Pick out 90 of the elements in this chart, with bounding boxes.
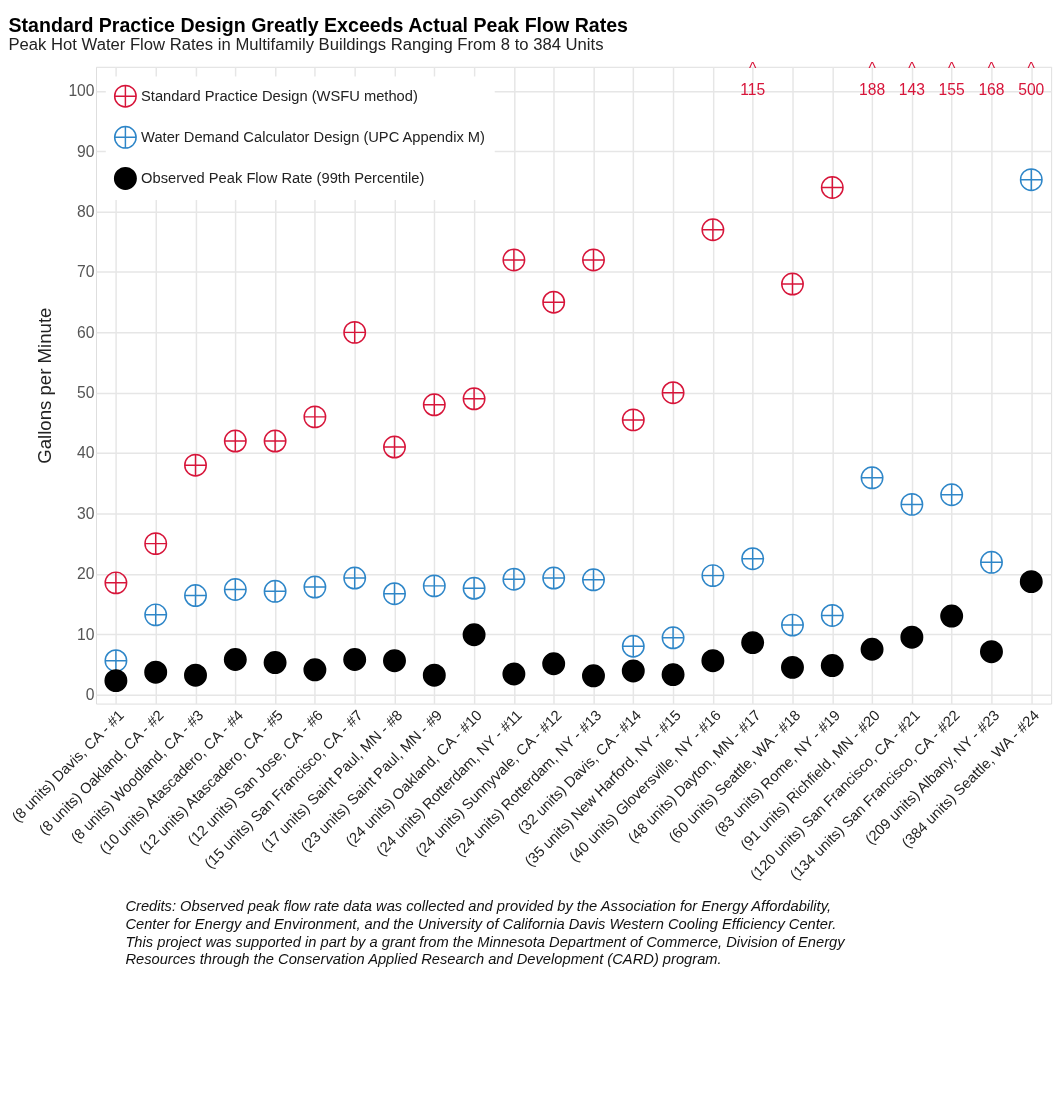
point xyxy=(542,566,566,590)
point xyxy=(1019,570,1043,594)
point xyxy=(263,429,287,453)
y-tick-label: 60 xyxy=(77,323,95,341)
y-tick-label: 10 xyxy=(77,625,95,643)
point xyxy=(940,604,964,628)
legend-label: Standard Practice Design (WSFU method) xyxy=(141,88,418,105)
point xyxy=(701,649,725,673)
point xyxy=(502,662,526,686)
point xyxy=(661,626,685,650)
point xyxy=(502,248,526,272)
point xyxy=(741,547,765,571)
point xyxy=(701,218,725,242)
annotation: ^ 168 xyxy=(978,59,1005,99)
point xyxy=(860,466,884,490)
point xyxy=(104,571,128,595)
point xyxy=(781,272,804,296)
point xyxy=(621,634,645,658)
point xyxy=(104,649,128,673)
point xyxy=(383,649,406,673)
point xyxy=(781,613,804,637)
point xyxy=(900,492,924,516)
y-tick-label: 70 xyxy=(77,263,95,281)
point xyxy=(1019,168,1043,192)
point xyxy=(184,584,207,607)
chart-title: Standard Practice Design Greatly Exceeds Actual Peak Flow Rates xyxy=(8,13,629,36)
point xyxy=(462,623,486,647)
y-tick-label: 40 xyxy=(77,444,95,462)
point xyxy=(661,663,685,687)
y-tick-label: 0 xyxy=(85,685,95,703)
point xyxy=(144,603,168,627)
y-tick-label: 80 xyxy=(77,203,95,221)
point xyxy=(383,435,406,459)
annotation: ^ 188 xyxy=(859,59,886,99)
point xyxy=(263,651,287,674)
annotation: ^ 143 xyxy=(898,59,926,99)
point xyxy=(741,631,765,655)
point xyxy=(979,640,1003,664)
point xyxy=(343,566,367,590)
point xyxy=(144,532,168,556)
text: Credits: Observed peak flow rate data was collected and provided by the Association for Energy Affordability, Center for Energy and Environment, and the University of California Davis Western Cooling Efficiency Center. This project was supported in part by a grant from the Minnesota Department of Commerce, Division of Energy Resources through the Conservation Applied Research and Development (CARD) program. xyxy=(125,898,847,968)
point xyxy=(422,393,446,417)
point xyxy=(263,579,287,603)
point xyxy=(502,567,526,591)
y-tick-label: 30 xyxy=(77,504,95,522)
y-tick-label: 90 xyxy=(77,142,95,160)
annotation: ^ 155 xyxy=(938,59,966,99)
point xyxy=(900,625,924,649)
point xyxy=(462,387,486,411)
point xyxy=(422,574,446,598)
point xyxy=(144,660,168,684)
point xyxy=(303,658,327,682)
legend-label: Water Demand Calculator Design (UPC Appendix M) xyxy=(141,129,486,146)
legend-label: Observed Peak Flow Rate (99th Percentile) xyxy=(141,170,425,187)
y-axis-title: Gallons per Minute xyxy=(33,307,55,464)
point xyxy=(303,405,327,429)
point xyxy=(621,659,645,683)
point xyxy=(860,637,884,661)
point xyxy=(462,576,486,600)
point xyxy=(223,648,247,671)
point xyxy=(343,320,367,344)
point xyxy=(940,483,964,507)
point xyxy=(343,648,367,671)
point xyxy=(184,453,207,477)
point xyxy=(184,663,207,687)
point xyxy=(223,429,247,453)
point xyxy=(422,663,446,687)
y-tick-label: 20 xyxy=(77,565,95,583)
point xyxy=(582,664,605,688)
point xyxy=(820,603,844,627)
point xyxy=(979,550,1003,574)
point xyxy=(781,655,804,679)
point xyxy=(383,582,406,606)
point xyxy=(701,564,725,588)
point xyxy=(582,568,605,592)
point xyxy=(582,248,605,272)
point xyxy=(542,290,566,314)
point xyxy=(820,176,844,199)
point xyxy=(223,578,247,601)
annotation: ^ 115 xyxy=(740,59,766,99)
chart-subtitle: Peak Hot Water Flow Rates in Multifamily Buildings Ranging From 8 to 384 Units xyxy=(8,35,604,55)
y-tick-label: 50 xyxy=(77,384,95,402)
annotation: ^ 500 xyxy=(1018,59,1045,99)
y-tick-label: 100 xyxy=(68,82,95,100)
point xyxy=(820,654,844,677)
point xyxy=(621,408,645,432)
point xyxy=(104,669,128,693)
point xyxy=(542,652,566,676)
point xyxy=(303,575,327,599)
point xyxy=(661,381,685,405)
